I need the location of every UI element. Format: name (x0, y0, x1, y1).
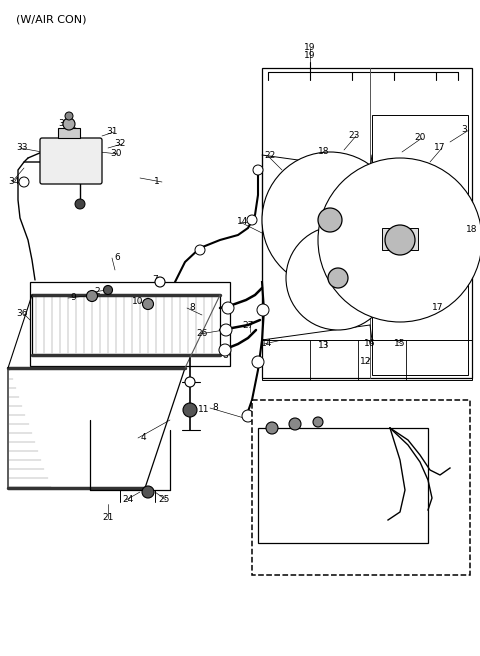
Text: 3: 3 (461, 125, 467, 134)
Text: 35: 35 (59, 119, 70, 129)
Text: 13: 13 (318, 342, 329, 350)
Circle shape (253, 165, 263, 175)
Text: 34: 34 (9, 178, 20, 186)
Text: 28: 28 (398, 518, 409, 527)
Text: 9: 9 (70, 293, 76, 302)
Text: 8: 8 (189, 304, 195, 312)
Circle shape (247, 215, 257, 225)
Circle shape (385, 225, 415, 255)
Text: 6: 6 (114, 253, 120, 262)
Circle shape (142, 486, 154, 498)
Text: 22: 22 (265, 152, 276, 161)
Circle shape (104, 285, 112, 295)
Circle shape (242, 410, 254, 422)
Text: 15: 15 (394, 340, 406, 348)
Circle shape (185, 377, 195, 387)
Circle shape (313, 417, 323, 427)
Circle shape (65, 112, 73, 120)
Circle shape (220, 324, 232, 336)
Circle shape (328, 268, 348, 288)
Circle shape (63, 118, 75, 130)
Text: 5: 5 (434, 499, 440, 508)
Text: 10: 10 (132, 298, 144, 306)
Text: 8: 8 (222, 352, 228, 361)
Text: 17: 17 (434, 144, 445, 152)
Text: 14: 14 (261, 340, 272, 348)
Text: 18: 18 (318, 148, 329, 157)
Text: 7: 7 (152, 276, 158, 285)
Text: 31: 31 (106, 127, 118, 136)
Text: 19: 19 (304, 43, 316, 52)
Circle shape (262, 152, 398, 288)
Text: 33: 33 (16, 144, 28, 152)
Circle shape (318, 158, 480, 322)
Text: 30: 30 (110, 150, 121, 159)
Text: 6: 6 (329, 537, 335, 546)
Circle shape (219, 344, 231, 356)
Text: 27: 27 (242, 321, 253, 331)
Circle shape (252, 356, 264, 368)
Text: 8: 8 (212, 403, 218, 413)
Text: 12: 12 (360, 358, 372, 367)
Bar (382, 228, 418, 250)
Circle shape (257, 304, 269, 316)
FancyBboxPatch shape (40, 138, 102, 184)
Text: 11: 11 (198, 405, 209, 415)
Bar (30, 282, 230, 366)
Text: 2: 2 (95, 287, 100, 297)
Text: 36: 36 (16, 310, 27, 319)
Text: 20: 20 (414, 134, 425, 142)
Text: 23: 23 (348, 131, 360, 140)
Text: 18: 18 (466, 226, 478, 234)
Circle shape (289, 418, 301, 430)
Circle shape (222, 302, 234, 314)
Circle shape (86, 291, 97, 302)
Text: 16: 16 (364, 340, 375, 348)
Text: 26: 26 (197, 329, 208, 338)
Polygon shape (32, 295, 220, 355)
Text: (4AUTO 2WD): (4AUTO 2WD) (262, 412, 330, 422)
Bar (372, 115, 468, 375)
Text: 24: 24 (123, 495, 134, 504)
Polygon shape (8, 368, 185, 488)
Bar (58, 128, 80, 138)
Text: 14: 14 (237, 218, 248, 226)
Text: 1: 1 (154, 178, 160, 186)
Circle shape (183, 403, 197, 417)
Text: 21: 21 (102, 514, 114, 522)
Text: 25: 25 (158, 495, 169, 504)
Circle shape (143, 298, 154, 310)
Text: 19: 19 (304, 52, 316, 60)
Bar (252, 400, 470, 575)
Circle shape (155, 277, 165, 287)
Text: 32: 32 (114, 140, 125, 148)
Text: 4: 4 (140, 434, 146, 443)
Text: 29: 29 (448, 466, 459, 474)
Circle shape (75, 199, 85, 209)
Text: 17: 17 (432, 304, 444, 312)
Circle shape (195, 245, 205, 255)
Circle shape (318, 208, 342, 232)
Bar (262, 68, 472, 378)
Bar (262, 340, 472, 380)
Text: (W/AIR CON): (W/AIR CON) (16, 14, 86, 24)
Circle shape (266, 422, 278, 434)
Bar (258, 428, 428, 543)
Circle shape (286, 226, 390, 330)
